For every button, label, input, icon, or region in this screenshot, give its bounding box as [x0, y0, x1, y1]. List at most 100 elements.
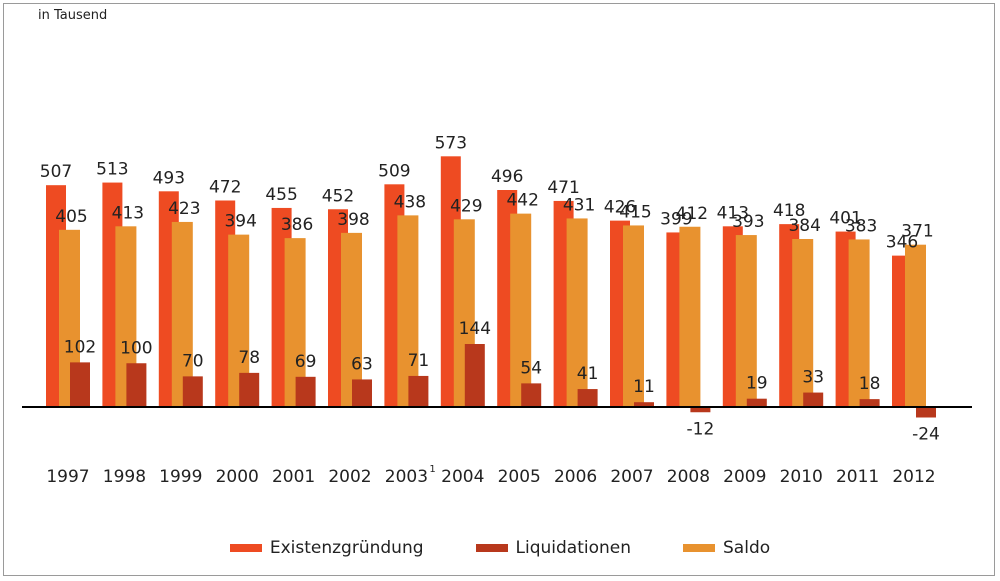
- value-label-liquidationen-2007: 11: [633, 377, 655, 397]
- bar-saldo-2009: [735, 235, 757, 407]
- value-label-saldo-2005: 442: [506, 191, 538, 211]
- value-label-existenzgruendung-2004: 573: [435, 133, 467, 153]
- value-label-saldo-2001: 386: [281, 215, 313, 235]
- value-label-saldo-1997: 405: [55, 207, 87, 227]
- bar-liquidationen-2000: [239, 372, 260, 407]
- value-label-existenzgruendung-2001: 455: [265, 185, 297, 205]
- year-label-2004: 2004: [441, 467, 484, 487]
- value-label-existenzgruendung-2005: 496: [491, 167, 523, 187]
- bar-saldo-2008: [679, 226, 701, 407]
- year-label-1997: 1997: [46, 467, 89, 487]
- bar-saldo-2003: [397, 215, 419, 407]
- value-label-saldo-2010: 384: [788, 216, 820, 236]
- bar-liquidationen-2003: [408, 375, 429, 407]
- bar-liquidationen-2012: [916, 407, 936, 418]
- bar-liquidationen-2008: [690, 407, 711, 413]
- value-label-liquidationen-2012: -24: [912, 425, 940, 445]
- value-label-saldo-2000: 394: [224, 212, 256, 232]
- unit-label: in Tausend: [38, 8, 108, 23]
- value-label-existenzgruendung-2012: 346: [886, 233, 918, 253]
- value-label-liquidationen-2001: 69: [295, 352, 317, 372]
- value-label-saldo-2011: 383: [845, 216, 877, 236]
- bar-saldo-2000: [228, 234, 250, 407]
- value-label-saldo-2012: 371: [901, 222, 933, 242]
- year-label-2009: 2009: [723, 467, 766, 487]
- value-label-liquidationen-1997: 102: [64, 337, 96, 357]
- bar-liquidationen-2009: [746, 398, 767, 407]
- value-label-existenzgruendung-2009: 413: [717, 203, 749, 223]
- bar-liquidationen-2002: [352, 379, 372, 407]
- bar-saldo-1998: [115, 226, 137, 407]
- bar-liquidationen-1999: [182, 376, 203, 407]
- value-label-saldo-2003: 438: [394, 192, 426, 212]
- value-label-existenzgruendung-2007: 426: [604, 198, 636, 218]
- bar-saldo-2001: [284, 238, 306, 407]
- legend-item-liquidationen: Liquidationen: [475, 538, 632, 558]
- year-label-2005: 2005: [498, 467, 541, 487]
- value-label-saldo-1999: 423: [168, 199, 200, 219]
- year-label-2001: 2001: [272, 467, 315, 487]
- bar-saldo-1999: [171, 221, 193, 407]
- bar-liquidationen-2006: [577, 389, 598, 407]
- legend-label-liquidationen: Liquidationen: [515, 538, 632, 558]
- legend-item-saldo: Saldo: [683, 538, 770, 558]
- value-label-saldo-2006: 431: [563, 195, 595, 215]
- value-label-liquidationen-2010: 33: [802, 368, 824, 388]
- bar-saldo-2007: [623, 225, 644, 407]
- bar-saldo-2005: [510, 213, 532, 407]
- bar-saldo-2012: [905, 244, 926, 407]
- bar-saldo-2010: [792, 239, 814, 407]
- value-label-saldo-1998: 413: [112, 203, 144, 223]
- footnote-2003: 1: [429, 464, 435, 475]
- year-label-2008: 2008: [667, 467, 710, 487]
- bar-liquidationen-2011: [859, 399, 880, 407]
- bar-liquidationen-2004: [464, 344, 485, 407]
- bar-saldo-2011: [848, 239, 870, 407]
- value-label-liquidationen-1999: 70: [182, 351, 204, 371]
- value-label-liquidationen-2006: 41: [577, 364, 599, 384]
- value-label-liquidationen-2011: 18: [859, 374, 881, 394]
- legend-item-existenzgruendung: Existenzgründung: [229, 538, 424, 558]
- bar-liquidationen-2007: [634, 402, 654, 407]
- bar-liquidationen-2001: [295, 376, 316, 407]
- bar-saldo-2002: [341, 232, 362, 407]
- value-label-liquidationen-2009: 19: [746, 374, 768, 394]
- value-label-existenzgruendung-2011: 401: [829, 209, 861, 229]
- year-label-2010: 2010: [780, 467, 823, 487]
- value-label-liquidationen-2004: 144: [459, 319, 491, 339]
- legend-swatch-saldo: [683, 544, 716, 552]
- year-label-2011: 2011: [836, 467, 879, 487]
- year-label-2006: 2006: [554, 467, 597, 487]
- value-label-existenzgruendung-2010: 418: [773, 201, 805, 221]
- value-label-existenzgruendung-2000: 472: [209, 178, 241, 198]
- value-label-existenzgruendung-1997: 507: [40, 162, 72, 182]
- value-label-saldo-2009: 393: [732, 212, 764, 232]
- legend: Existenzgründung Liquidationen Saldo: [0, 538, 1000, 558]
- value-label-liquidationen-2003: 71: [408, 351, 430, 371]
- legend-label-saldo: Saldo: [723, 538, 771, 558]
- year-label-1999: 1999: [159, 467, 202, 487]
- value-label-existenzgruendung-1998: 513: [96, 160, 128, 180]
- value-label-saldo-2002: 398: [337, 210, 369, 230]
- year-label-1998: 1998: [103, 467, 146, 487]
- value-label-saldo-2004: 429: [450, 196, 482, 216]
- legend-label-existenzgruendung: Existenzgründung: [269, 538, 424, 558]
- year-label-2000: 2000: [216, 467, 259, 487]
- bar-liquidationen-1997: [70, 362, 90, 407]
- year-label-2012: 2012: [892, 467, 935, 487]
- value-label-existenzgruendung-2008: 399: [660, 209, 692, 229]
- value-label-liquidationen-2002: 63: [351, 354, 373, 374]
- value-label-liquidationen-2000: 78: [238, 348, 260, 368]
- year-label-2002: 2002: [328, 467, 371, 487]
- value-label-existenzgruendung-2006: 471: [547, 178, 579, 198]
- value-label-existenzgruendung-1999: 493: [153, 168, 185, 188]
- legend-swatch-liquidationen: [475, 544, 508, 552]
- value-label-existenzgruendung-2003: 509: [378, 161, 410, 181]
- value-label-existenzgruendung-2002: 452: [322, 186, 354, 206]
- year-label-2003: 2003: [385, 467, 428, 487]
- value-label-saldo-2007: 415: [619, 202, 651, 222]
- bar-saldo-2006: [566, 218, 588, 407]
- year-label-2007: 2007: [610, 467, 653, 487]
- legend-swatch-existenzgruendung: [229, 544, 262, 552]
